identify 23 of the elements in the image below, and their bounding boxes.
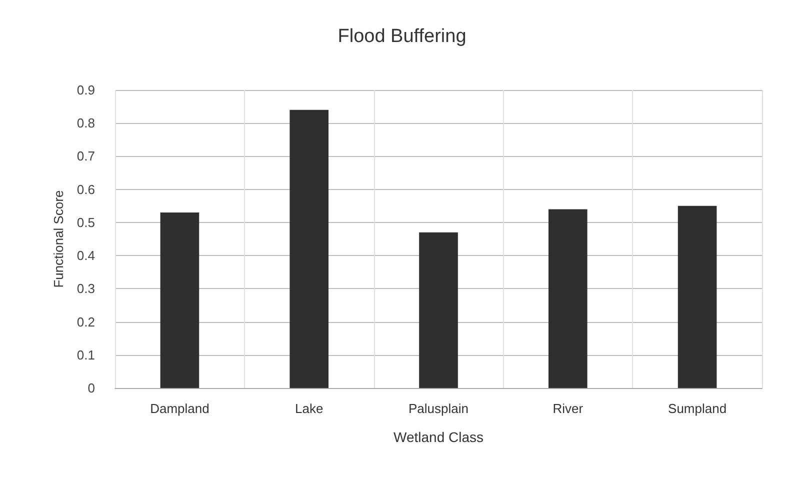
x-tick-label: River	[552, 401, 584, 416]
y-axis-title: Functional Score	[51, 190, 66, 288]
chart-title: Flood Buffering	[338, 26, 466, 47]
y-tick-label: 0.8	[76, 116, 95, 131]
bar	[160, 212, 200, 388]
x-tick-label: Lake	[295, 401, 324, 416]
x-tick-label: Palusplain	[408, 401, 468, 416]
y-tick-label: 0	[88, 380, 95, 396]
y-tick-label: 0.9	[76, 82, 95, 98]
y-tick-label: 0.6	[76, 182, 95, 197]
x-axis-title: Wetland Class	[393, 429, 484, 445]
x-tick-label: Sumpland	[668, 401, 727, 416]
bar	[678, 206, 717, 388]
x-tick-label: Dampland	[150, 401, 210, 416]
y-tick-label: 0.2	[76, 314, 95, 330]
y-tick-label: 0.1	[76, 347, 95, 362]
y-tick-label: 0.4	[76, 248, 95, 264]
y-tick-label: 0.5	[76, 214, 95, 230]
bar	[548, 209, 588, 388]
bar	[419, 232, 458, 388]
y-tick-label: 0.7	[76, 148, 95, 164]
y-tick-label: 0.3	[76, 281, 95, 296]
bar	[290, 110, 329, 388]
